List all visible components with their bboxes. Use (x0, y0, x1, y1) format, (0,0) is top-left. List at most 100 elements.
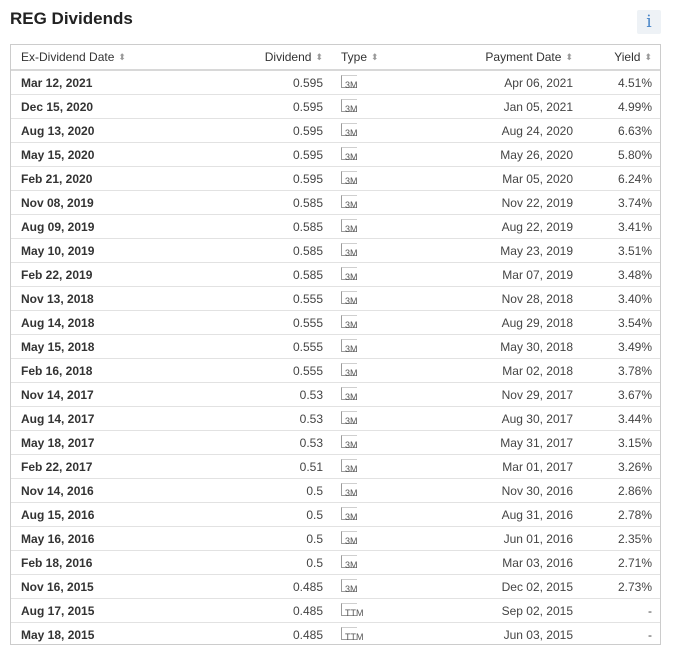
frequency-code: TTM (345, 632, 364, 643)
frequency-code: 3M (345, 248, 358, 259)
info-glyph: i (646, 12, 652, 32)
info-icon[interactable]: i (637, 10, 661, 34)
frequency-code: 3M (345, 464, 358, 475)
yield-cell: 3.74% (581, 190, 660, 215)
sort-icon[interactable]: ⬍ (118, 52, 126, 62)
calendar-icon: 3M (341, 435, 363, 450)
ex-dividend-date-cell: May 15, 2018 (11, 334, 221, 359)
column-header-yield[interactable]: Yield ⬍ (581, 45, 660, 71)
table-row: Aug 17, 2015 0.485 TTM Sep 02, 2015- (11, 598, 660, 623)
column-header-type[interactable]: Type ⬍ (331, 45, 441, 71)
frequency-code: 3M (345, 512, 358, 523)
ex-dividend-date-cell: Feb 21, 2020 (11, 166, 221, 191)
ex-dividend-date-cell: Aug 13, 2020 (11, 118, 221, 143)
frequency-code: 3M (345, 560, 358, 571)
calendar-icon: 3M (341, 75, 363, 90)
ex-dividend-date-cell: Nov 14, 2016 (11, 478, 221, 503)
column-label: Type (341, 50, 368, 64)
table-row: Nov 13, 2018 0.555 3M Nov 28, 2018 3.40% (11, 286, 660, 311)
table-row: Nov 16, 2015 0.485 3M Dec 02, 2015 2.73% (11, 574, 660, 599)
type-cell: 3M (331, 118, 441, 143)
calendar-icon: 3M (341, 99, 363, 114)
frequency-code: 3M (345, 200, 358, 211)
ex-dividend-date-cell: Feb 18, 2016 (11, 550, 221, 575)
ex-dividend-date-cell: Feb 16, 2018 (11, 358, 221, 383)
table-row: Feb 22, 2019 0.585 3M Mar 07, 2019 3.48% (11, 262, 660, 287)
dividend-cell: 0.555 (221, 334, 331, 359)
ex-dividend-date-cell: Nov 08, 2019 (11, 190, 221, 215)
yield-cell: 3.41% (581, 214, 660, 239)
table-row: Nov 14, 2017 0.53 3M Nov 29, 2017 3.67% (11, 382, 660, 407)
frequency-code: 3M (345, 368, 358, 379)
payment-date-cell: Sep 02, 2015 (441, 598, 581, 623)
column-header-dividend[interactable]: Dividend ⬍ (221, 45, 331, 71)
yield-cell: 3.51% (581, 238, 660, 263)
type-cell: 3M (331, 478, 441, 503)
dividend-cell: 0.485 (221, 574, 331, 599)
table-row: May 16, 2016 0.5 3M Jun 01, 2016 2.35% (11, 526, 660, 551)
table-row: May 18, 2015 0.485 TTM Jun 03, 2015 - (11, 623, 660, 645)
sort-icon[interactable]: ⬍ (315, 52, 323, 62)
sort-icon[interactable]: ⬍ (371, 52, 379, 62)
dividend-cell: 0.555 (221, 286, 331, 311)
dividend-cell: 0.595 (221, 166, 331, 191)
frequency-code: 3M (345, 392, 358, 403)
dividend-cell: 0.585 (221, 238, 331, 263)
type-cell: 3M (331, 526, 441, 551)
ex-dividend-date-cell: Aug 14, 2017 (11, 406, 221, 431)
column-header-payment-date[interactable]: Payment Date ⬍ (441, 45, 581, 71)
yield-cell: 2.78% (581, 502, 660, 527)
yield-cell: 5.80% (581, 142, 660, 167)
table-row: Feb 21, 2020 0.595 3M Mar 05, 2020 6.24% (11, 166, 660, 191)
type-cell: 3M (331, 286, 441, 311)
yield-cell: 3.67% (581, 382, 660, 407)
calendar-icon: 3M (341, 555, 363, 570)
type-cell: 3M (331, 430, 441, 455)
ex-dividend-date-cell: Aug 15, 2016 (11, 502, 221, 527)
payment-date-cell: Apr 06, 2021 (441, 70, 581, 95)
ex-dividend-date-cell: May 15, 2020 (11, 142, 221, 167)
payment-date-cell: May 31, 2017 (441, 430, 581, 455)
column-header-ex-dividend-date[interactable]: Ex-Dividend Date ⬍ (11, 45, 221, 71)
sort-icon[interactable]: ⬍ (644, 52, 652, 62)
yield-cell: 3.49% (581, 334, 660, 359)
yield-cell: 2.73% (581, 574, 660, 599)
dividend-cell: 0.5 (221, 502, 331, 527)
sort-icon[interactable]: ⬍ (565, 52, 573, 62)
dividend-cell: 0.485 (221, 598, 331, 623)
payment-date-cell: Mar 05, 2020 (441, 166, 581, 191)
calendar-icon: 3M (341, 579, 363, 594)
table-row: Mar 12, 2021 0.595 3M Apr 06, 2021 4.51% (11, 70, 660, 95)
calendar-icon: 3M (341, 507, 363, 522)
ex-dividend-date-cell: Nov 13, 2018 (11, 286, 221, 311)
payment-date-cell: Nov 30, 2016 (441, 478, 581, 503)
dividend-cell: 0.595 (221, 94, 331, 119)
yield-cell: 3.44% (581, 406, 660, 431)
frequency-code: 3M (345, 152, 358, 163)
type-cell: 3M (331, 574, 441, 599)
column-label: Yield (614, 50, 641, 64)
ex-dividend-date-cell: Dec 15, 2020 (11, 94, 221, 119)
table-row: Dec 15, 2020 0.595 3M Jan 05, 2021 4.99% (11, 94, 660, 119)
calendar-icon: 3M (341, 195, 363, 210)
yield-cell: 3.26% (581, 454, 660, 479)
ex-dividend-date-cell: Aug 17, 2015 (11, 598, 221, 623)
yield-cell: 3.54% (581, 310, 660, 335)
type-cell: 3M (331, 502, 441, 527)
payment-date-cell: Aug 22, 2019 (441, 214, 581, 239)
type-cell: TTM (331, 598, 441, 623)
ex-dividend-date-cell: Nov 16, 2015 (11, 574, 221, 599)
table-row: Aug 14, 2017 0.53 3M Aug 30, 2017 3.44% (11, 406, 660, 431)
yield-cell: - (581, 598, 660, 623)
column-label: Ex-Dividend Date (21, 50, 115, 64)
table-row: Aug 09, 2019 0.585 3M Aug 22, 2019 3.41% (11, 214, 660, 239)
table-row: Feb 22, 2017 0.51 3M Mar 01, 2017 3.26% (11, 454, 660, 479)
type-cell: 3M (331, 214, 441, 239)
frequency-code: 3M (345, 272, 358, 283)
type-cell: 3M (331, 550, 441, 575)
dividends-table: Ex-Dividend Date ⬍ Dividend ⬍ Type ⬍ Paymen… (10, 44, 661, 645)
calendar-icon: TTM (341, 627, 364, 643)
table-row: May 10, 2019 0.585 3M May 23, 2019 3.51% (11, 238, 660, 263)
calendar-icon: 3M (341, 267, 363, 282)
payment-date-cell: Aug 31, 2016 (441, 502, 581, 527)
